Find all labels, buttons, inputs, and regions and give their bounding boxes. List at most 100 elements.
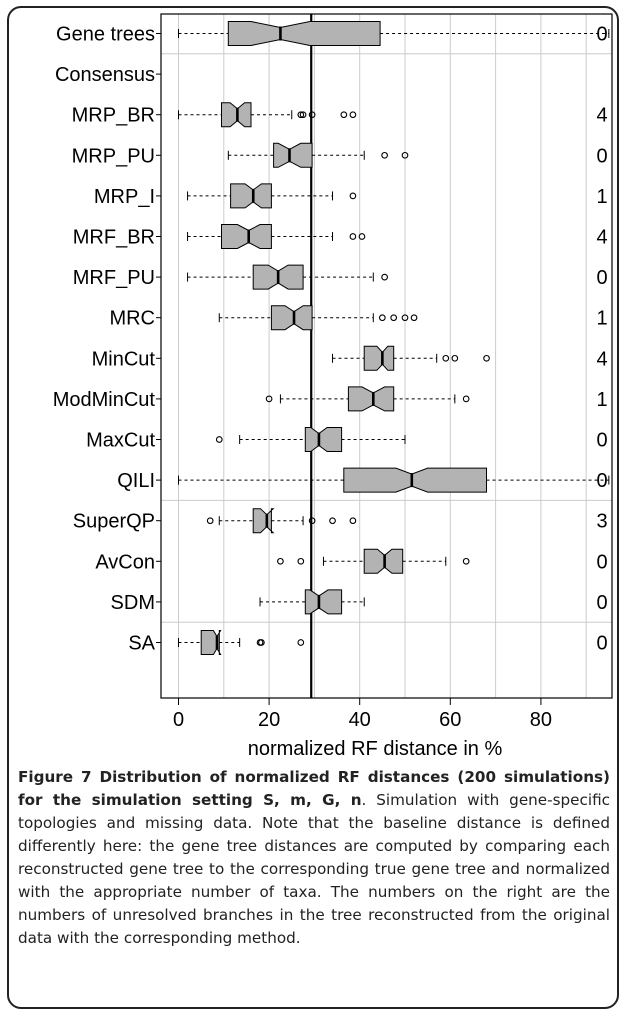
row-gene-trees: Gene trees 0 (56, 21, 610, 46)
unresolved-count: 1 (596, 186, 607, 208)
x-tick-label: 80 (530, 709, 552, 731)
outlier-point (277, 557, 284, 565)
box (347, 386, 395, 412)
row-superqp: SuperQP 3 (73, 508, 608, 534)
unresolved-count: 0 (596, 592, 607, 614)
unresolved-count: 1 (596, 389, 607, 411)
row-maxcut: MaxCut 0 (86, 427, 608, 452)
outlier-point (379, 314, 386, 322)
outlier-point (265, 395, 273, 403)
row-mrp-pu: MRP_PU 0 (72, 142, 608, 168)
unresolved-count: 0 (596, 430, 607, 452)
x-tick-label: 20 (258, 709, 280, 731)
box (227, 21, 381, 46)
outlier-point (329, 517, 336, 525)
grid-layer (161, 14, 612, 698)
box (343, 467, 487, 493)
y-tick-label: MRP_I (94, 186, 155, 208)
outlier-point (381, 273, 388, 281)
figure-caption: Figure 7 Distribution of normalized RF d… (18, 766, 610, 950)
outlier-point (349, 192, 357, 200)
box (273, 142, 313, 168)
box (252, 508, 275, 534)
box (304, 427, 343, 452)
outlier-point (215, 436, 223, 443)
outlier-point (206, 517, 214, 525)
y-tick-label: MRC (109, 308, 155, 330)
row-sdm: SDM 0 (111, 589, 608, 615)
unresolved-count: 4 (596, 105, 607, 127)
box (304, 589, 343, 615)
row-modmincut: ModMinCut 1 (53, 386, 608, 412)
y-tick-label: MRP_BR (72, 105, 155, 127)
axis-layer: 0 20 40 60 80 (173, 698, 552, 731)
row-consensus: Consensus (55, 64, 161, 86)
unresolved-count: 1 (596, 308, 607, 330)
y-tick-label: MRF_PU (73, 267, 155, 289)
y-tick-label: QILI (117, 470, 155, 492)
unresolved-count: 4 (596, 227, 607, 249)
outlier-point (462, 395, 470, 403)
unresolved-count: 0 (596, 24, 607, 46)
outlier-point (308, 111, 316, 119)
y-tick-label: Consensus (55, 64, 155, 86)
unresolved-count: 3 (596, 511, 607, 533)
x-tick-label: 0 (173, 709, 184, 731)
x-tick-label: 60 (439, 709, 461, 731)
y-tick-label: MaxCut (86, 430, 155, 452)
y-tick-label: ModMinCut (53, 389, 156, 411)
outlier-point (483, 354, 490, 362)
unresolved-count: 0 (596, 267, 607, 289)
caption-body: . Simulation with gene-specific topologi… (18, 791, 610, 947)
outlier-point (381, 151, 388, 159)
outlier-point (451, 354, 459, 362)
boxplot-chart: Gene trees 0 Consensus MRP_BR 4 MRP_PU 0 MRP_I 1… (53, 13, 613, 760)
outlier-point (410, 314, 418, 322)
box (270, 305, 313, 331)
outlier-point (340, 111, 348, 119)
x-axis-label: normalized RF distance in % (248, 738, 503, 760)
unresolved-count: 0 (596, 551, 607, 573)
row-mrf-br: MRF_BR 4 (73, 224, 608, 249)
box (363, 345, 395, 371)
y-tick-label: MRP_PU (72, 145, 155, 167)
outlier-point (442, 354, 450, 362)
box (221, 224, 272, 249)
y-tick-label: SuperQP (73, 511, 155, 533)
figure-frame (7, 6, 619, 1009)
outlier-point (308, 517, 316, 525)
caption-title: Figure 7 Distribution of normalized RF d… (18, 768, 610, 809)
panel-layer (160, 13, 613, 699)
y-tick-label: Gene trees (56, 24, 155, 46)
row-sa: SA 0 (128, 630, 608, 655)
outlier-point (349, 233, 357, 240)
unresolved-count: 4 (596, 348, 607, 370)
outlier-point (358, 233, 366, 240)
outlier-point (297, 557, 305, 565)
row-mrc: MRC 1 (109, 305, 608, 331)
y-tick-label: SDM (111, 592, 155, 614)
outlier-point (297, 639, 305, 646)
x-tick-label: 40 (349, 709, 371, 731)
outlier-point (401, 314, 409, 322)
y-tick-label: MRF_BR (73, 227, 155, 249)
outlier-point (401, 151, 409, 159)
unresolved-count: 0 (596, 633, 607, 655)
unresolved-count: 0 (596, 470, 607, 492)
box (230, 183, 272, 209)
outlier-point (349, 517, 357, 525)
y-tick-label: SA (128, 633, 155, 655)
outlier-point (299, 111, 307, 119)
outlier-point (462, 557, 470, 565)
row-mrp-i: MRP_I 1 (94, 183, 608, 209)
row-mincut: MinCut 4 (92, 345, 608, 371)
outlier-point (258, 639, 265, 646)
y-tick-label: MinCut (92, 348, 156, 370)
unresolved-count: 0 (596, 145, 607, 167)
row-avcon: AvCon 0 (95, 548, 608, 574)
outlier-point (297, 111, 305, 119)
rows-layer: Gene trees 0 Consensus MRP_BR 4 MRP_PU 0 MRP_I 1… (53, 21, 610, 655)
row-mrf-pu: MRF_PU 0 (73, 264, 608, 290)
plot-panel (160, 13, 613, 699)
outlier-point (390, 314, 398, 322)
